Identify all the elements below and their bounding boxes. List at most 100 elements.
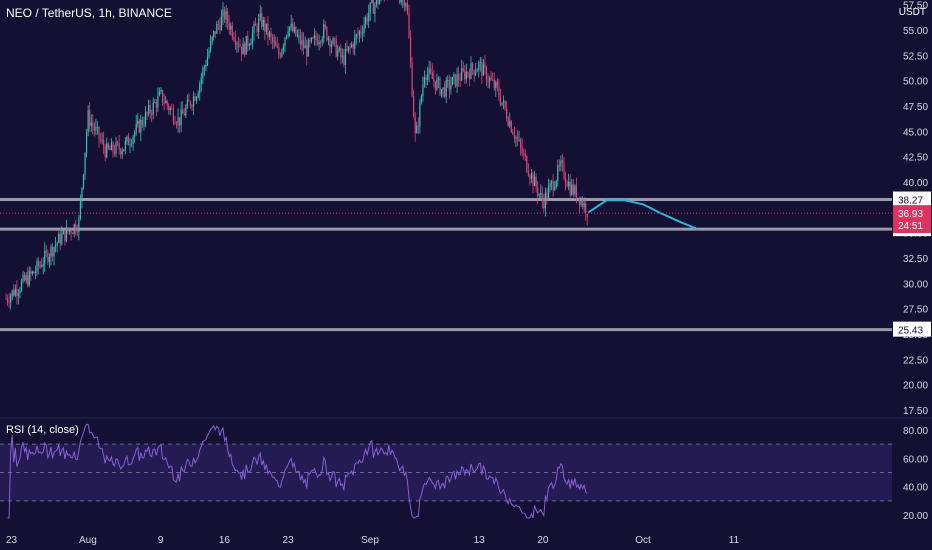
candle-body [155,102,157,108]
candle-body [272,36,274,42]
candle-body [65,227,68,241]
candle-body [369,2,371,14]
candle-body [575,185,577,200]
candle-body [501,102,503,105]
candle-body [95,127,97,131]
candle-body [127,136,130,146]
candle-body [447,80,449,81]
candle-body [307,40,309,57]
x-tick-label: 23 [283,535,295,546]
candle-body [168,105,170,111]
candle-body [289,26,291,32]
candle-body [351,44,353,47]
candle-body [90,122,92,126]
candle-body [470,63,472,79]
candle-body [223,9,226,20]
candle-body [400,0,402,3]
candle-body [476,69,478,72]
candles-group [5,0,588,310]
candle-body [165,100,167,104]
candle-body [440,89,443,95]
candle-body [436,79,438,90]
candle-body [475,71,477,75]
candle-body [335,39,337,57]
candle-body [191,106,193,107]
candle-body [527,171,529,176]
candle-body [355,34,357,37]
candle-body [279,55,281,57]
candle-body [242,43,244,55]
level-badge-label: 38.27 [898,196,923,207]
price-tick-label: 30.00 [903,279,928,290]
candle-body [520,139,522,147]
candle-body [368,13,370,22]
candle-body [468,73,471,79]
candle-body [560,160,562,167]
candle-body [203,66,205,69]
candle-body [183,113,185,116]
candle-body [196,97,198,101]
candle-body [408,13,410,38]
candle-body [569,181,571,195]
candle-body [481,61,483,76]
candle-body [157,95,159,108]
candle-body [533,176,536,186]
candle-body [326,27,328,41]
candle-body [124,141,126,150]
candle-body [33,271,35,274]
projection-curve [587,199,698,231]
candle-body [513,134,515,139]
candle-body [551,181,553,184]
candle-body [349,46,351,48]
candle-body [444,87,446,97]
candle-body [262,19,264,27]
candle-body [358,31,360,36]
candle-body [137,120,139,124]
candle-body [103,139,105,148]
candle-body [334,38,336,40]
candle-body [563,162,565,179]
candle-body [39,265,41,267]
candle-body [512,131,514,135]
candle-body [456,74,458,87]
candle-body [59,233,61,244]
candle-body [332,38,334,45]
candle-body [552,181,554,191]
candle-body [417,125,419,127]
price-tick-label: 55.00 [903,26,928,37]
candle-body [231,25,233,37]
candle-body [44,250,46,265]
candle-body [106,143,108,158]
candle-body [130,144,133,145]
candle-body [411,62,413,97]
candle-body [27,275,29,286]
rsi-tick-label: 80.00 [903,426,928,437]
candle-body [498,86,500,97]
price-unit-label: USDT [898,7,926,18]
candle-body [420,96,422,103]
candle-body [180,109,182,126]
candle-body [186,99,188,108]
candle-body [399,0,401,3]
candle-body [99,138,102,140]
candle-body [296,35,298,37]
candle-body [450,85,452,90]
candle-body [177,117,179,125]
candle-body [161,89,164,103]
candle-body [115,142,117,154]
candle-body [461,68,463,81]
candle-body [540,193,542,195]
candle-body [110,142,112,151]
candle-body [495,81,497,89]
candle-body [41,265,43,267]
candle-body [152,102,154,115]
candle-body [13,290,15,296]
candle-body [340,47,342,58]
candle-body [454,74,457,87]
price-tick-label: 20.00 [903,381,928,392]
candle-body [206,56,209,66]
price-tick-label: 32.50 [903,254,928,265]
candle-body [109,148,111,151]
level-badge [893,321,931,337]
